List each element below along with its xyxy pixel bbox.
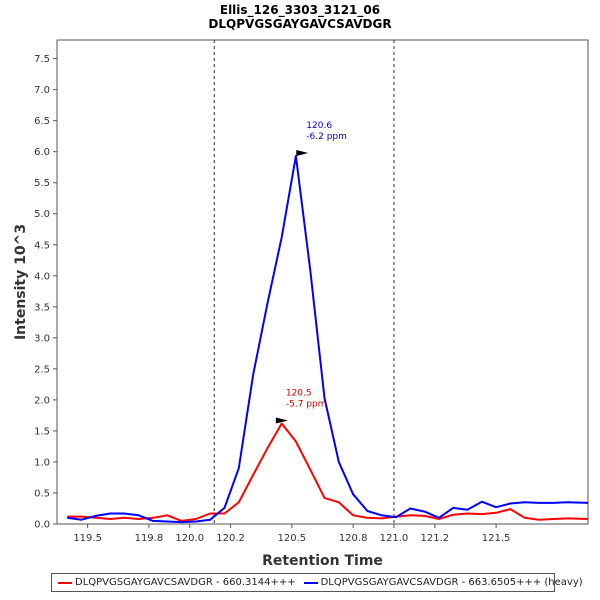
x-tick-label: 120.5: [278, 533, 307, 544]
y-tick-label: 2.5: [34, 364, 50, 375]
y-tick-label: 6.0: [34, 147, 50, 158]
legend-swatch-heavy: [303, 581, 318, 584]
legend-swatch-light: [58, 581, 72, 584]
legend-label-light: DLQPVGSGAYGAVCSAVDGR - 660.3144+++: [75, 577, 296, 588]
y-tick-label: 7.5: [34, 54, 50, 65]
y-tick-label: 7.0: [34, 85, 50, 96]
y-tick-label: 2.0: [34, 395, 50, 406]
x-tick-label: 120.0: [175, 533, 204, 544]
y-tick-label: 6.5: [34, 116, 50, 127]
y-tick-label: 0.0: [34, 520, 50, 531]
peak-arrow-icon: [296, 150, 309, 157]
y-tick-label: 5.5: [34, 178, 50, 189]
x-tick-label: 119.8: [135, 533, 164, 544]
peak-annotation-label: -5.7 ppm: [286, 399, 327, 409]
series-line-light: [67, 422, 589, 522]
y-tick-label: 3.0: [34, 333, 50, 344]
chart-subtitle: DLQPVGSGAYGAVCSAVDGR: [208, 17, 392, 31]
legend-item-light: DLQPVGSGAYGAVCSAVDGR - 660.3144+++: [58, 577, 296, 588]
peak-annotation-label: -6.2 ppm: [306, 132, 347, 142]
x-tick-label: 121.0: [380, 533, 409, 544]
plot-area: [56, 39, 589, 525]
y-tick-label: 0.5: [34, 488, 50, 499]
legend: DLQPVGSGAYGAVCSAVDGR - 660.3144+++ DLQPV…: [51, 573, 583, 592]
chart-title: Ellis_126_3303_3121_06: [219, 3, 381, 17]
y-tick-label: 1.5: [34, 426, 50, 437]
x-tick-label: 119.5: [73, 533, 102, 544]
x-tick-label: 120.2: [216, 533, 245, 544]
x-axis-label: Retention Time: [262, 553, 383, 569]
y-axis-label: Intensity 10^3: [13, 224, 29, 340]
x-tick-label: 121.5: [482, 533, 511, 544]
x-tick-label: 120.8: [339, 533, 368, 544]
peak-annotation-label: 120.6: [306, 121, 332, 131]
y-tick-label: 1.0: [34, 457, 50, 468]
y-tick-label: 4.0: [34, 271, 50, 282]
peak-annotation-label: 120.5: [286, 388, 312, 398]
series-line-heavy: [67, 155, 589, 524]
peak-arrow-icon: [275, 417, 288, 424]
legend-label-heavy: DLQPVGSGAYGAVCSAVDGR - 663.6505+++ (heav…: [320, 577, 583, 588]
legend-item-heavy: DLQPVGSGAYGAVCSAVDGR - 663.6505+++ (heav…: [303, 577, 583, 588]
y-tick-label: 3.5: [34, 302, 50, 313]
x-tick-label: 121.2: [421, 533, 450, 544]
y-tick-label: 4.5: [34, 240, 50, 251]
y-tick-label: 5.0: [34, 209, 50, 220]
